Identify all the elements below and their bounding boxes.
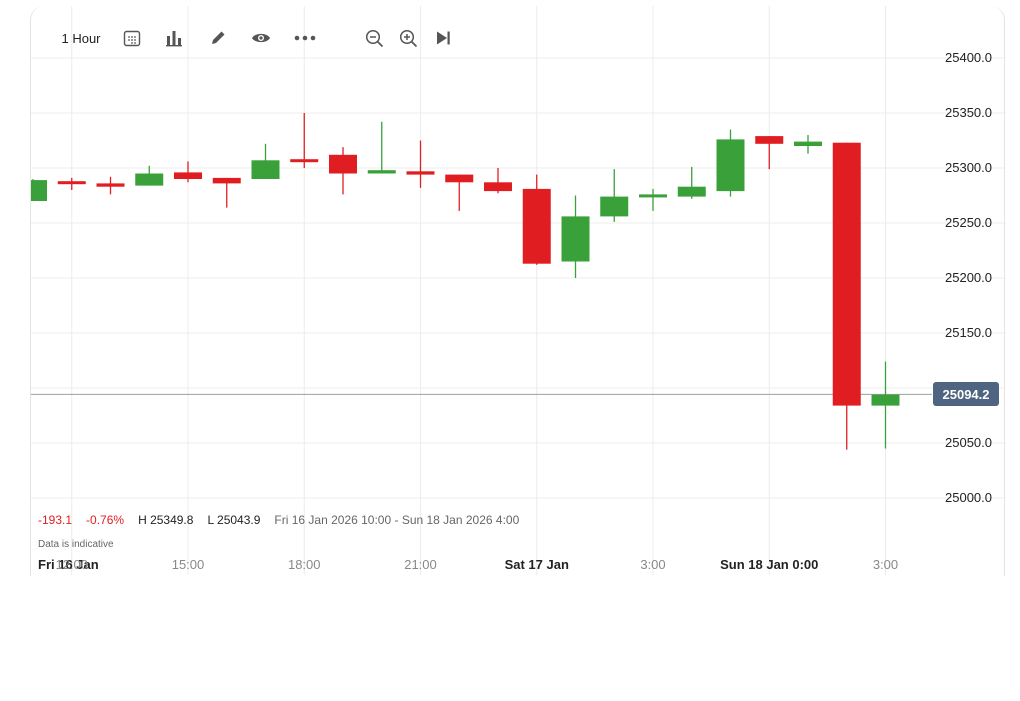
candle-body <box>174 172 202 179</box>
y-tick-label: 25400.0 <box>945 50 992 65</box>
zoom-out-icon <box>365 29 383 47</box>
current-price-tag: 25094.2 <box>933 382 999 406</box>
candle[interactable] <box>522 174 551 265</box>
y-axis: 25400.0 25350.0 25300.0 25250.0 25200.0 25150… <box>945 50 992 505</box>
candle-body <box>406 171 435 175</box>
candle-body <box>522 188 551 264</box>
y-tick-label: 25150.0 <box>945 325 992 340</box>
x-tick-label: 21:00 <box>404 557 437 572</box>
candle[interactable] <box>96 176 125 195</box>
candle-body <box>367 170 396 174</box>
candle[interactable] <box>57 177 86 190</box>
candle-body <box>484 182 512 192</box>
x-tick-label: 15:00 <box>172 557 205 572</box>
candle-body <box>290 159 319 163</box>
candle[interactable] <box>31 179 47 201</box>
chart-type-button[interactable] <box>164 24 184 52</box>
chart-card <box>30 6 1005 576</box>
x-tick-label: 3:00 <box>640 557 665 572</box>
candle[interactable] <box>677 166 706 199</box>
candle[interactable] <box>329 147 357 195</box>
x-tick-label: 12:00 <box>55 557 88 572</box>
candle-body <box>794 141 822 146</box>
candle[interactable] <box>367 121 396 174</box>
x-tick-label: 18:00 <box>288 557 321 572</box>
visibility-button[interactable] <box>250 24 272 52</box>
draw-button[interactable] <box>208 24 228 52</box>
candle[interactable] <box>600 169 629 222</box>
candle[interactable] <box>290 113 319 168</box>
candle[interactable] <box>794 135 822 154</box>
candle[interactable] <box>445 174 474 211</box>
y-tick-label: 25250.0 <box>945 215 992 230</box>
x-tick-label: 3:00 <box>873 557 898 572</box>
candle-body <box>832 142 861 406</box>
candle-body <box>251 160 280 179</box>
pencil-icon <box>212 31 225 44</box>
eye-icon <box>252 33 270 43</box>
x-tick-label: Fri 16 Jan <box>38 557 99 572</box>
candle-body <box>445 174 474 183</box>
candle[interactable] <box>755 136 784 170</box>
more-button[interactable] <box>294 24 316 52</box>
price-change: -193.1 <box>38 513 73 527</box>
candle-body <box>677 186 706 197</box>
candle[interactable] <box>484 168 512 194</box>
x-tick-label: Sun 18 Jan 0:00 <box>720 557 818 572</box>
zoom-out-button[interactable] <box>364 24 384 52</box>
candle[interactable] <box>871 361 900 449</box>
candle-body <box>600 196 629 217</box>
date-range: Fri 16 Jan 2026 10:00 - Sun 18 Jan 2026 … <box>274 513 520 527</box>
y-tick-label: 25350.0 <box>945 105 992 120</box>
zoom-in-icon <box>399 29 417 47</box>
price-change-percent: -0.76% <box>86 513 125 527</box>
candle[interactable] <box>174 161 202 183</box>
candle-body <box>96 183 125 187</box>
x-tick-label: Sat 17 Jan <box>505 557 569 572</box>
price-stats: -193.1 -0.76% H 25349.8 L 25043.9 Fri 16… <box>38 513 533 527</box>
y-tick-label: 25200.0 <box>945 270 992 285</box>
more-icon <box>294 35 316 41</box>
candle-body <box>31 180 47 201</box>
candle-body <box>57 181 86 185</box>
candle[interactable] <box>716 129 745 197</box>
candle[interactable] <box>832 142 861 450</box>
candle-body <box>716 139 745 192</box>
candle-body <box>135 173 164 186</box>
candle-body <box>755 136 784 144</box>
interval-selector[interactable]: 1 Hour <box>60 24 102 52</box>
candle[interactable] <box>639 188 667 211</box>
candle-body <box>329 154 357 174</box>
y-tick-label: 25300.0 <box>945 160 992 175</box>
candle-body <box>561 216 590 262</box>
bar-chart-icon <box>166 31 182 47</box>
zoom-in-button[interactable] <box>398 24 418 52</box>
candle[interactable] <box>406 140 435 188</box>
candle[interactable] <box>561 195 590 279</box>
calendar-icon <box>123 30 141 47</box>
interval-label: 1 Hour <box>61 30 101 46</box>
calendar-button[interactable] <box>122 24 142 52</box>
candle[interactable] <box>251 143 280 179</box>
skip-to-end-button[interactable] <box>434 24 452 52</box>
candle[interactable] <box>135 165 164 186</box>
price-low: L 25043.9 <box>207 513 261 527</box>
candle-body <box>639 194 667 198</box>
candle-layer <box>31 113 900 450</box>
candle[interactable] <box>212 177 241 208</box>
skip-to-end-icon <box>437 31 450 45</box>
disclaimer: Data is indicative <box>38 539 114 550</box>
y-tick-label: 25000.0 <box>945 490 992 505</box>
candle-body <box>212 177 241 184</box>
price-high: H 25349.8 <box>138 513 194 527</box>
y-tick-label: 25050.0 <box>945 435 992 450</box>
candle-body <box>871 394 900 406</box>
